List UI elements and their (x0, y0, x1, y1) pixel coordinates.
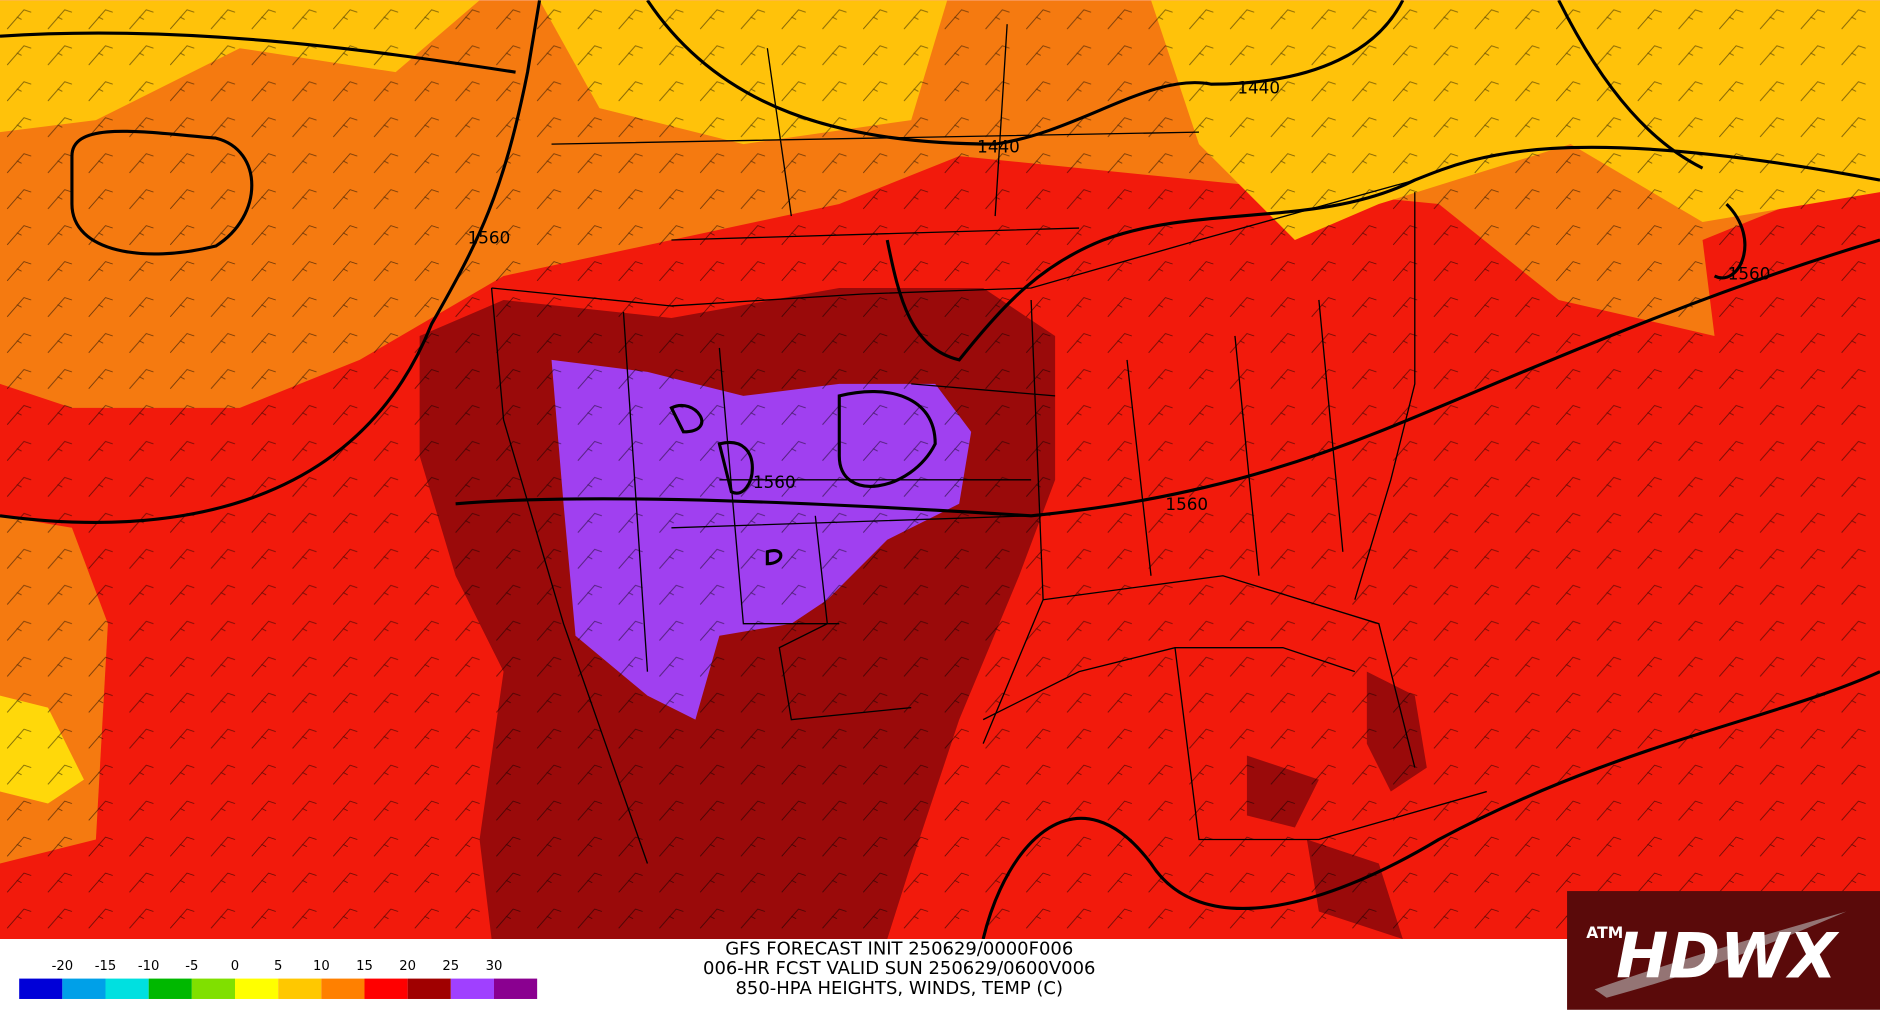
legend-label: -10 (138, 959, 160, 974)
legend-swatch (62, 978, 106, 999)
legend-swatch (321, 978, 365, 999)
legend-swatch (493, 978, 538, 999)
legend-label: 5 (274, 959, 282, 974)
legend-swatch (450, 978, 494, 999)
contour-label: 1440 (977, 137, 1020, 157)
height-contours (0, 0, 1880, 940)
map-area: 1440 1440 1560 1560 1560 1560 (0, 0, 1880, 940)
header-line: GFS FORECAST INIT 250629/0000F006 (725, 939, 1073, 960)
color-legend: -20 -15 -10 -5 0 5 10 15 20 25 30 (19, 959, 538, 999)
logo-emblem: ATM (1586, 924, 1623, 942)
legend-label: -15 (95, 959, 117, 974)
legend-label: -20 (52, 959, 74, 974)
legend-label: 20 (399, 959, 416, 974)
legend-swatch (148, 978, 192, 999)
contour-label: 1560 (1728, 264, 1771, 284)
contour-label: 1440 (1237, 78, 1280, 98)
legend-swatch (235, 978, 279, 999)
legend-label: 15 (356, 959, 373, 974)
contour-label: 1560 (468, 228, 511, 248)
legend-label: -5 (185, 959, 198, 974)
logo-swirl (1594, 911, 1847, 998)
contour-label: 1560 (753, 472, 796, 492)
logo: ATM HDWX (1567, 891, 1880, 1010)
legend-swatch (278, 978, 322, 999)
legend-label: 10 (313, 959, 330, 974)
legend-swatch (191, 978, 235, 999)
legend-label: 0 (231, 959, 239, 974)
legend-label: 30 (486, 959, 503, 974)
legend-swatch (105, 978, 149, 999)
header-line: 006-HR FCST VALID SUN 250629/0600V006 (703, 958, 1095, 979)
legend-label: 25 (442, 959, 459, 974)
contour-label: 1560 (1165, 494, 1208, 514)
borders (490, 24, 1487, 864)
header-line: 850-HPA HEIGHTS, WINDS, TEMP (C) (735, 978, 1063, 999)
legend-swatch (364, 978, 408, 999)
legend-swatch (19, 978, 63, 999)
legend-swatch (407, 978, 451, 999)
logo-text: HDWX (1616, 919, 1840, 992)
